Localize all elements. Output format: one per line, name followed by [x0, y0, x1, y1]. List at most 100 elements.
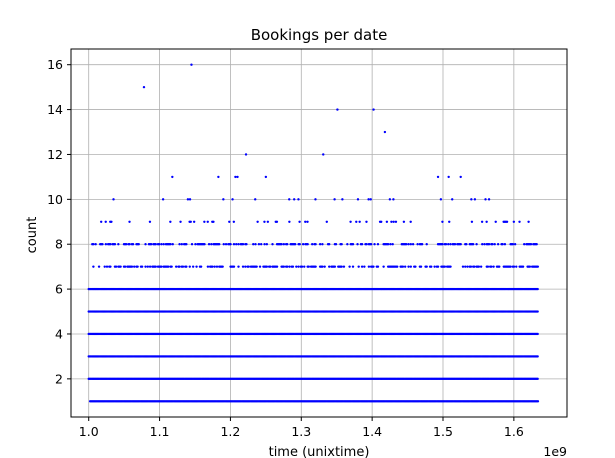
data-point — [286, 265, 289, 268]
data-point — [436, 265, 440, 268]
data-point — [232, 265, 236, 268]
data-point — [503, 243, 507, 246]
data-point — [491, 243, 494, 246]
data-point — [306, 243, 309, 246]
ticks-layer: 1.0 1.1 1.2 1.3 1.4 1.5 1.6 2 4 6 8 10 12 14 16 — [47, 57, 524, 439]
data-point — [459, 243, 462, 246]
data-point — [304, 220, 307, 223]
x-axis-label: time (unixtime) — [269, 445, 370, 458]
data-point — [117, 243, 120, 246]
data-point — [114, 265, 118, 268]
data-point — [443, 265, 447, 268]
data-point — [259, 243, 263, 246]
data-point — [128, 220, 131, 223]
data-point — [119, 265, 122, 268]
data-point — [101, 243, 104, 246]
data-point — [449, 265, 452, 268]
x-tick-label: 1.4 — [362, 424, 382, 439]
data-point — [314, 265, 317, 268]
data-point — [254, 198, 257, 201]
data-point — [194, 243, 197, 246]
plot-frame — [70, 48, 568, 418]
data-point — [490, 265, 493, 268]
data-point — [521, 265, 525, 268]
data-point — [310, 243, 314, 246]
data-point — [342, 265, 346, 268]
data-point — [169, 220, 172, 223]
data-point — [484, 198, 487, 201]
data-point — [334, 243, 338, 246]
data-point — [154, 265, 157, 268]
data-point — [128, 243, 131, 246]
data-point — [535, 243, 538, 246]
data-point — [392, 198, 395, 201]
data-point — [356, 198, 360, 201]
x-tick-label: 1.0 — [79, 424, 99, 439]
data-point — [409, 243, 413, 246]
data-point — [161, 198, 165, 201]
data-point — [367, 265, 371, 268]
data-point — [169, 243, 172, 246]
data-point — [244, 153, 248, 156]
data-point — [469, 265, 473, 268]
data-point — [162, 243, 165, 246]
data-point — [394, 220, 398, 223]
data-point — [536, 377, 539, 381]
data-point — [160, 265, 163, 268]
data-point — [234, 175, 237, 179]
data-point — [288, 220, 291, 223]
data-point — [349, 220, 352, 223]
data-point — [188, 265, 191, 268]
data-point — [392, 220, 395, 223]
data-point — [94, 243, 97, 246]
data-point — [212, 220, 215, 223]
data-point — [307, 265, 310, 268]
data-point — [256, 220, 259, 223]
data-point — [297, 265, 300, 268]
data-point — [444, 243, 448, 246]
data-point — [479, 265, 483, 268]
data-point — [237, 243, 240, 246]
data-point — [325, 220, 328, 223]
data-point — [263, 220, 266, 223]
data-point — [360, 243, 364, 246]
data-point — [237, 265, 240, 268]
data-point — [264, 175, 268, 179]
data-point — [536, 400, 540, 403]
data-point — [245, 243, 248, 246]
data-point — [229, 243, 232, 246]
data-point — [389, 243, 392, 246]
data-point — [318, 243, 322, 246]
data-point — [199, 265, 203, 268]
data-point — [271, 243, 274, 246]
data-point — [536, 332, 539, 336]
data-point — [451, 198, 454, 201]
data-point — [498, 265, 501, 268]
data-point — [217, 175, 220, 179]
data-point — [461, 265, 465, 268]
data-point — [222, 243, 225, 246]
data-points-layer — [87, 63, 540, 403]
data-point — [266, 220, 270, 223]
data-point — [157, 243, 161, 246]
y-tick-label: 2 — [55, 371, 63, 386]
data-point — [376, 265, 380, 268]
data-point — [439, 198, 443, 201]
data-point — [298, 243, 301, 246]
data-point — [174, 265, 178, 268]
data-point — [275, 220, 279, 223]
data-point — [275, 265, 279, 268]
data-point — [536, 310, 539, 313]
data-point — [213, 265, 216, 268]
data-point — [346, 243, 349, 246]
data-point — [252, 243, 255, 246]
data-point — [178, 243, 181, 246]
data-point — [148, 220, 152, 223]
data-point — [231, 198, 234, 201]
data-point — [123, 265, 127, 268]
data-point — [367, 198, 370, 201]
data-point — [179, 220, 182, 223]
data-point — [148, 265, 152, 268]
data-point — [492, 265, 495, 268]
data-point — [125, 243, 128, 246]
